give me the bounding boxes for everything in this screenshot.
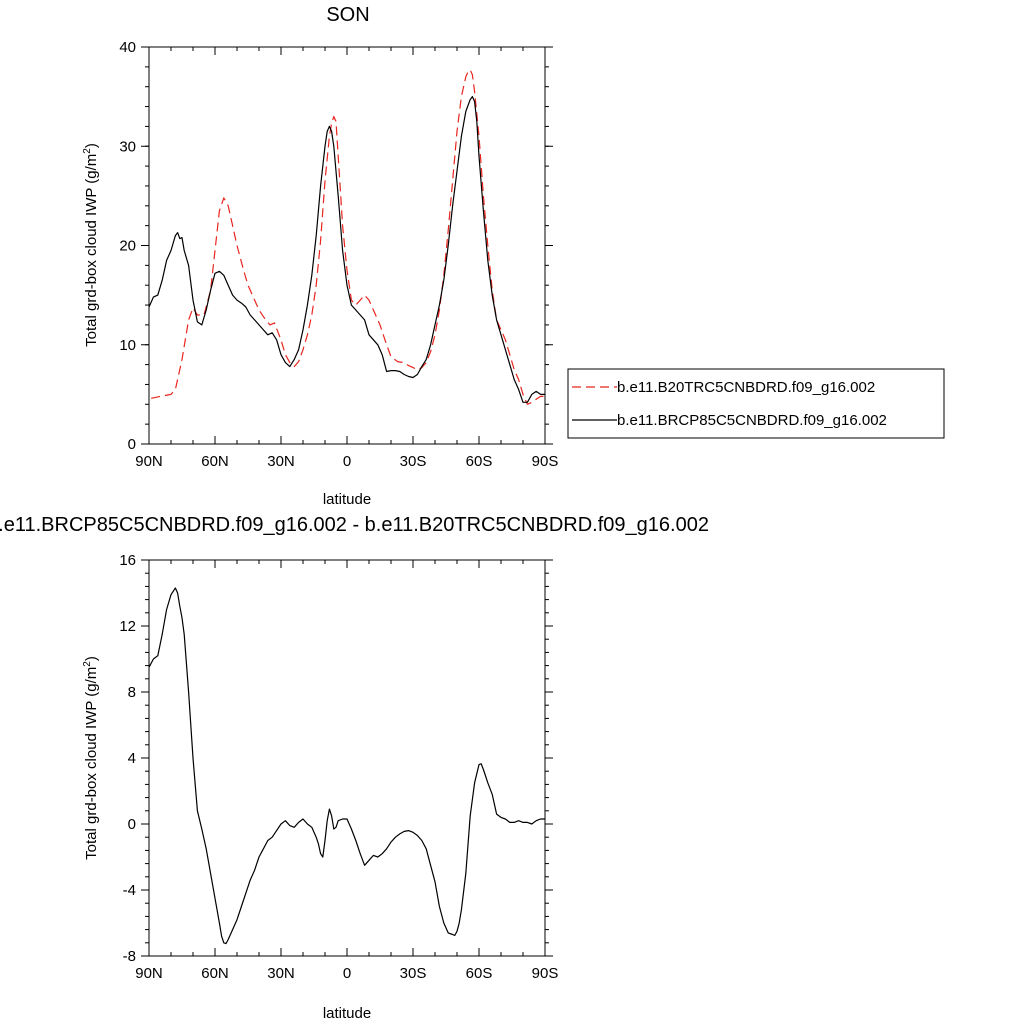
y-tick-label: 12 — [119, 618, 136, 635]
legend: b.e11.B20TRC5CNBDRD.f09_g16.002 b.e11.BR… — [567, 368, 945, 439]
bottom-panel-title: b.e11.BRCP85C5CNBDRD.f09_g16.002 - b.e11… — [0, 514, 709, 536]
y-tick-label: 40 — [119, 39, 136, 56]
series-line-1 — [148, 587, 545, 945]
x-tick-label: 60N — [201, 965, 229, 982]
x-tick-label: 90N — [135, 965, 163, 982]
x-tick-label: 30N — [267, 965, 295, 982]
y-tick-label: 8 — [128, 684, 136, 701]
y-tick-label: -8 — [123, 948, 136, 965]
x-tick-label: 30N — [267, 453, 295, 470]
y-tick-label: 16 — [119, 552, 136, 569]
legend-label-1: b.e11.B20TRC5CNBDRD.f09_g16.002 — [617, 379, 875, 396]
x-tick-label: 90S — [532, 965, 559, 982]
x-tick-label: 0 — [343, 453, 351, 470]
x-tick-label: 30S — [400, 453, 427, 470]
x-tick-label: 90N — [135, 453, 163, 470]
bottom-panel-marks: 90N 60N 30N 0 30S 60S 90S -8 -4 0 4 8 12 16 — [119, 552, 558, 982]
x-tick-label: 30S — [400, 965, 427, 982]
x-tick-label: 60S — [466, 453, 493, 470]
x-tick-label: 0 — [343, 965, 351, 982]
bottom-panel: b.e11.BRCP85C5CNBDRD.f09_g16.002 - b.e11… — [0, 514, 709, 1022]
y-tick-label: -4 — [123, 882, 136, 899]
top-panel-xlabel: latitude — [323, 491, 371, 508]
y-tick-label: 0 — [128, 816, 136, 833]
legend-label-2: b.e11.BRCP85C5CNBDRD.f09_g16.002 — [617, 412, 887, 429]
y-tick-label: 20 — [119, 238, 136, 255]
y-tick-label: 30 — [119, 138, 136, 155]
top-panel-marks: 90N 60N 30N 0 30S 60S 90S 0 10 20 30 40 — [119, 39, 558, 470]
y-tick-label: 10 — [119, 337, 136, 354]
x-tick-label: 90S — [532, 453, 559, 470]
bottom-panel-ylabel: Total grd-box cloud IWP (g/m2) — [82, 656, 100, 860]
top-panel-frame — [148, 46, 546, 445]
y-tick-label: 4 — [128, 750, 136, 767]
top-panel-title: SON — [326, 4, 369, 26]
legend-box — [567, 368, 945, 439]
x-tick-label: 60N — [201, 453, 229, 470]
x-tick-label: 60S — [466, 965, 493, 982]
top-panel-ylabel: Total grd-box cloud IWP (g/m2) — [82, 143, 100, 347]
bottom-panel-frame — [148, 559, 546, 957]
series-line-2 — [148, 95, 545, 403]
series-line-1 — [151, 69, 545, 405]
bottom-panel-xlabel: latitude — [323, 1005, 371, 1022]
y-tick-label: 0 — [128, 436, 136, 453]
top-panel: SON 90N 60N 30N 0 30S 60S 90S 0 10 20 30 40 latitud… — [82, 4, 945, 508]
